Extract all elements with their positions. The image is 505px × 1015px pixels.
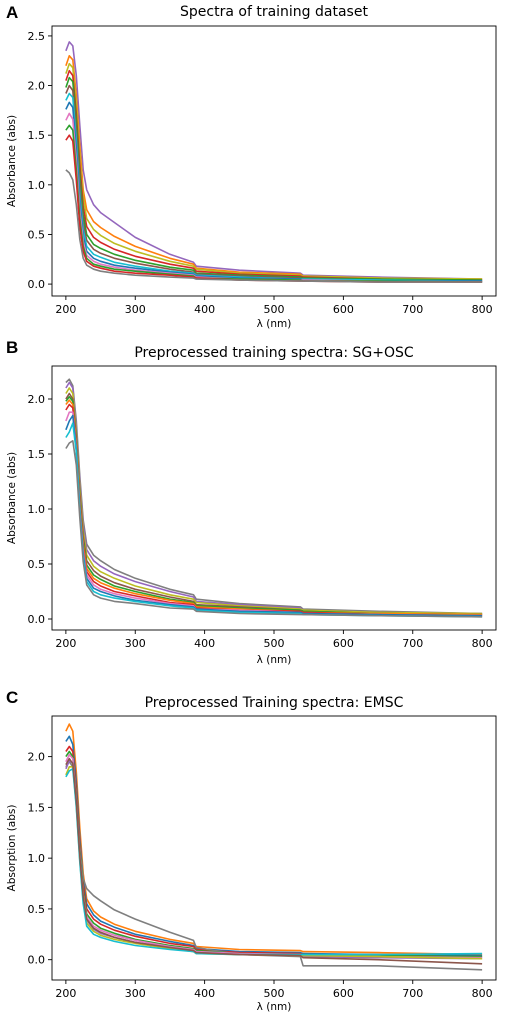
- y-tick-label: 0.5: [28, 228, 46, 241]
- y-axis-label: Absorbance (abs): [6, 115, 18, 207]
- y-tick-label: 0.0: [28, 278, 46, 291]
- chart-title: Preprocessed Training spectra: EMSC: [145, 695, 404, 711]
- x-axis-label: λ (nm): [257, 318, 292, 330]
- series-line: [65, 134, 483, 283]
- series-line: [65, 399, 483, 616]
- y-tick-label: 2.0: [28, 80, 46, 93]
- x-tick-label: 400: [194, 987, 215, 1000]
- x-tick-label: 800: [472, 303, 493, 316]
- series-line: [65, 62, 483, 280]
- x-tick-label: 500: [264, 987, 285, 1000]
- x-tick-label: 700: [402, 637, 423, 650]
- x-tick-label: 800: [472, 637, 493, 650]
- series-line: [65, 396, 483, 616]
- y-tick-label: 2.5: [28, 30, 46, 43]
- y-tick-label: 1.0: [28, 852, 46, 865]
- y-tick-label: 1.5: [28, 129, 46, 142]
- series-line: [65, 757, 483, 965]
- x-tick-label: 600: [333, 303, 354, 316]
- panel-letter: C: [6, 688, 18, 707]
- y-tick-label: 1.0: [28, 503, 46, 516]
- x-tick-label: 300: [125, 303, 146, 316]
- x-tick-label: 200: [55, 637, 76, 650]
- plot-frame: [51, 365, 497, 631]
- series-line: [65, 753, 483, 959]
- series-line: [65, 766, 483, 960]
- y-tick-label: 2.0: [28, 393, 46, 406]
- panel-letter: B: [6, 338, 18, 357]
- x-tick-label: 700: [402, 987, 423, 1000]
- series-line: [65, 55, 483, 280]
- series-group: [65, 41, 483, 283]
- series-group: [65, 723, 483, 971]
- x-tick-label: 500: [264, 303, 285, 316]
- y-tick-label: 0.0: [28, 954, 46, 967]
- x-tick-label: 800: [472, 987, 493, 1000]
- y-tick-label: 1.5: [28, 801, 46, 814]
- series-line: [65, 92, 483, 282]
- chart-title: Spectra of training dataset: [180, 4, 368, 20]
- chart-panel-a: A Spectra of training dataset 200 300 400 500…: [6, 3, 497, 330]
- series-line: [65, 768, 483, 956]
- x-tick-label: 200: [55, 987, 76, 1000]
- series-line: [65, 392, 483, 616]
- y-axis-label: Absorption (abs): [6, 805, 18, 892]
- y-axis-label: Absorbance (abs): [6, 452, 18, 544]
- x-tick-label: 200: [55, 303, 76, 316]
- y-tick-label: 2.0: [28, 751, 46, 764]
- y-tick-label: 0.5: [28, 903, 46, 916]
- chart-panel-c: C Preprocessed Training spectra: EMSC 200 3…: [6, 688, 497, 1013]
- series-line: [65, 76, 483, 281]
- x-tick-label: 600: [333, 987, 354, 1000]
- x-tick-label: 500: [264, 637, 285, 650]
- series-line: [65, 101, 483, 282]
- x-tick-label: 300: [125, 637, 146, 650]
- x-axis-label: λ (nm): [257, 1001, 292, 1013]
- series-line: [65, 745, 483, 958]
- series-line: [65, 411, 483, 617]
- y-tick-label: 1.0: [28, 179, 46, 192]
- series-line: [65, 381, 483, 615]
- series-group: [65, 378, 483, 618]
- series-line: [65, 41, 483, 280]
- series-line: [65, 735, 483, 957]
- series-line: [65, 723, 483, 956]
- x-tick-label: 400: [194, 637, 215, 650]
- chart-title: Preprocessed training spectra: SG+OSC: [134, 345, 414, 361]
- series-line: [65, 169, 483, 283]
- series-line: [65, 750, 483, 958]
- panel-letter: A: [6, 3, 18, 22]
- series-line: [65, 440, 483, 618]
- series-line: [65, 124, 483, 283]
- x-axis-label: λ (nm): [257, 654, 292, 666]
- y-tick-label: 0.0: [28, 613, 46, 626]
- chart-panel-b: B Preprocessed training spectra: SG+OSC 20…: [6, 338, 497, 666]
- x-tick-label: 600: [333, 637, 354, 650]
- y-tick-label: 1.5: [28, 448, 46, 461]
- x-tick-label: 300: [125, 987, 146, 1000]
- series-line: [65, 414, 483, 617]
- series-line: [65, 84, 483, 282]
- x-tick-label: 700: [402, 303, 423, 316]
- x-tick-label: 400: [194, 303, 215, 316]
- series-line: [65, 422, 483, 618]
- y-tick-label: 0.5: [28, 558, 46, 571]
- series-line: [65, 112, 483, 283]
